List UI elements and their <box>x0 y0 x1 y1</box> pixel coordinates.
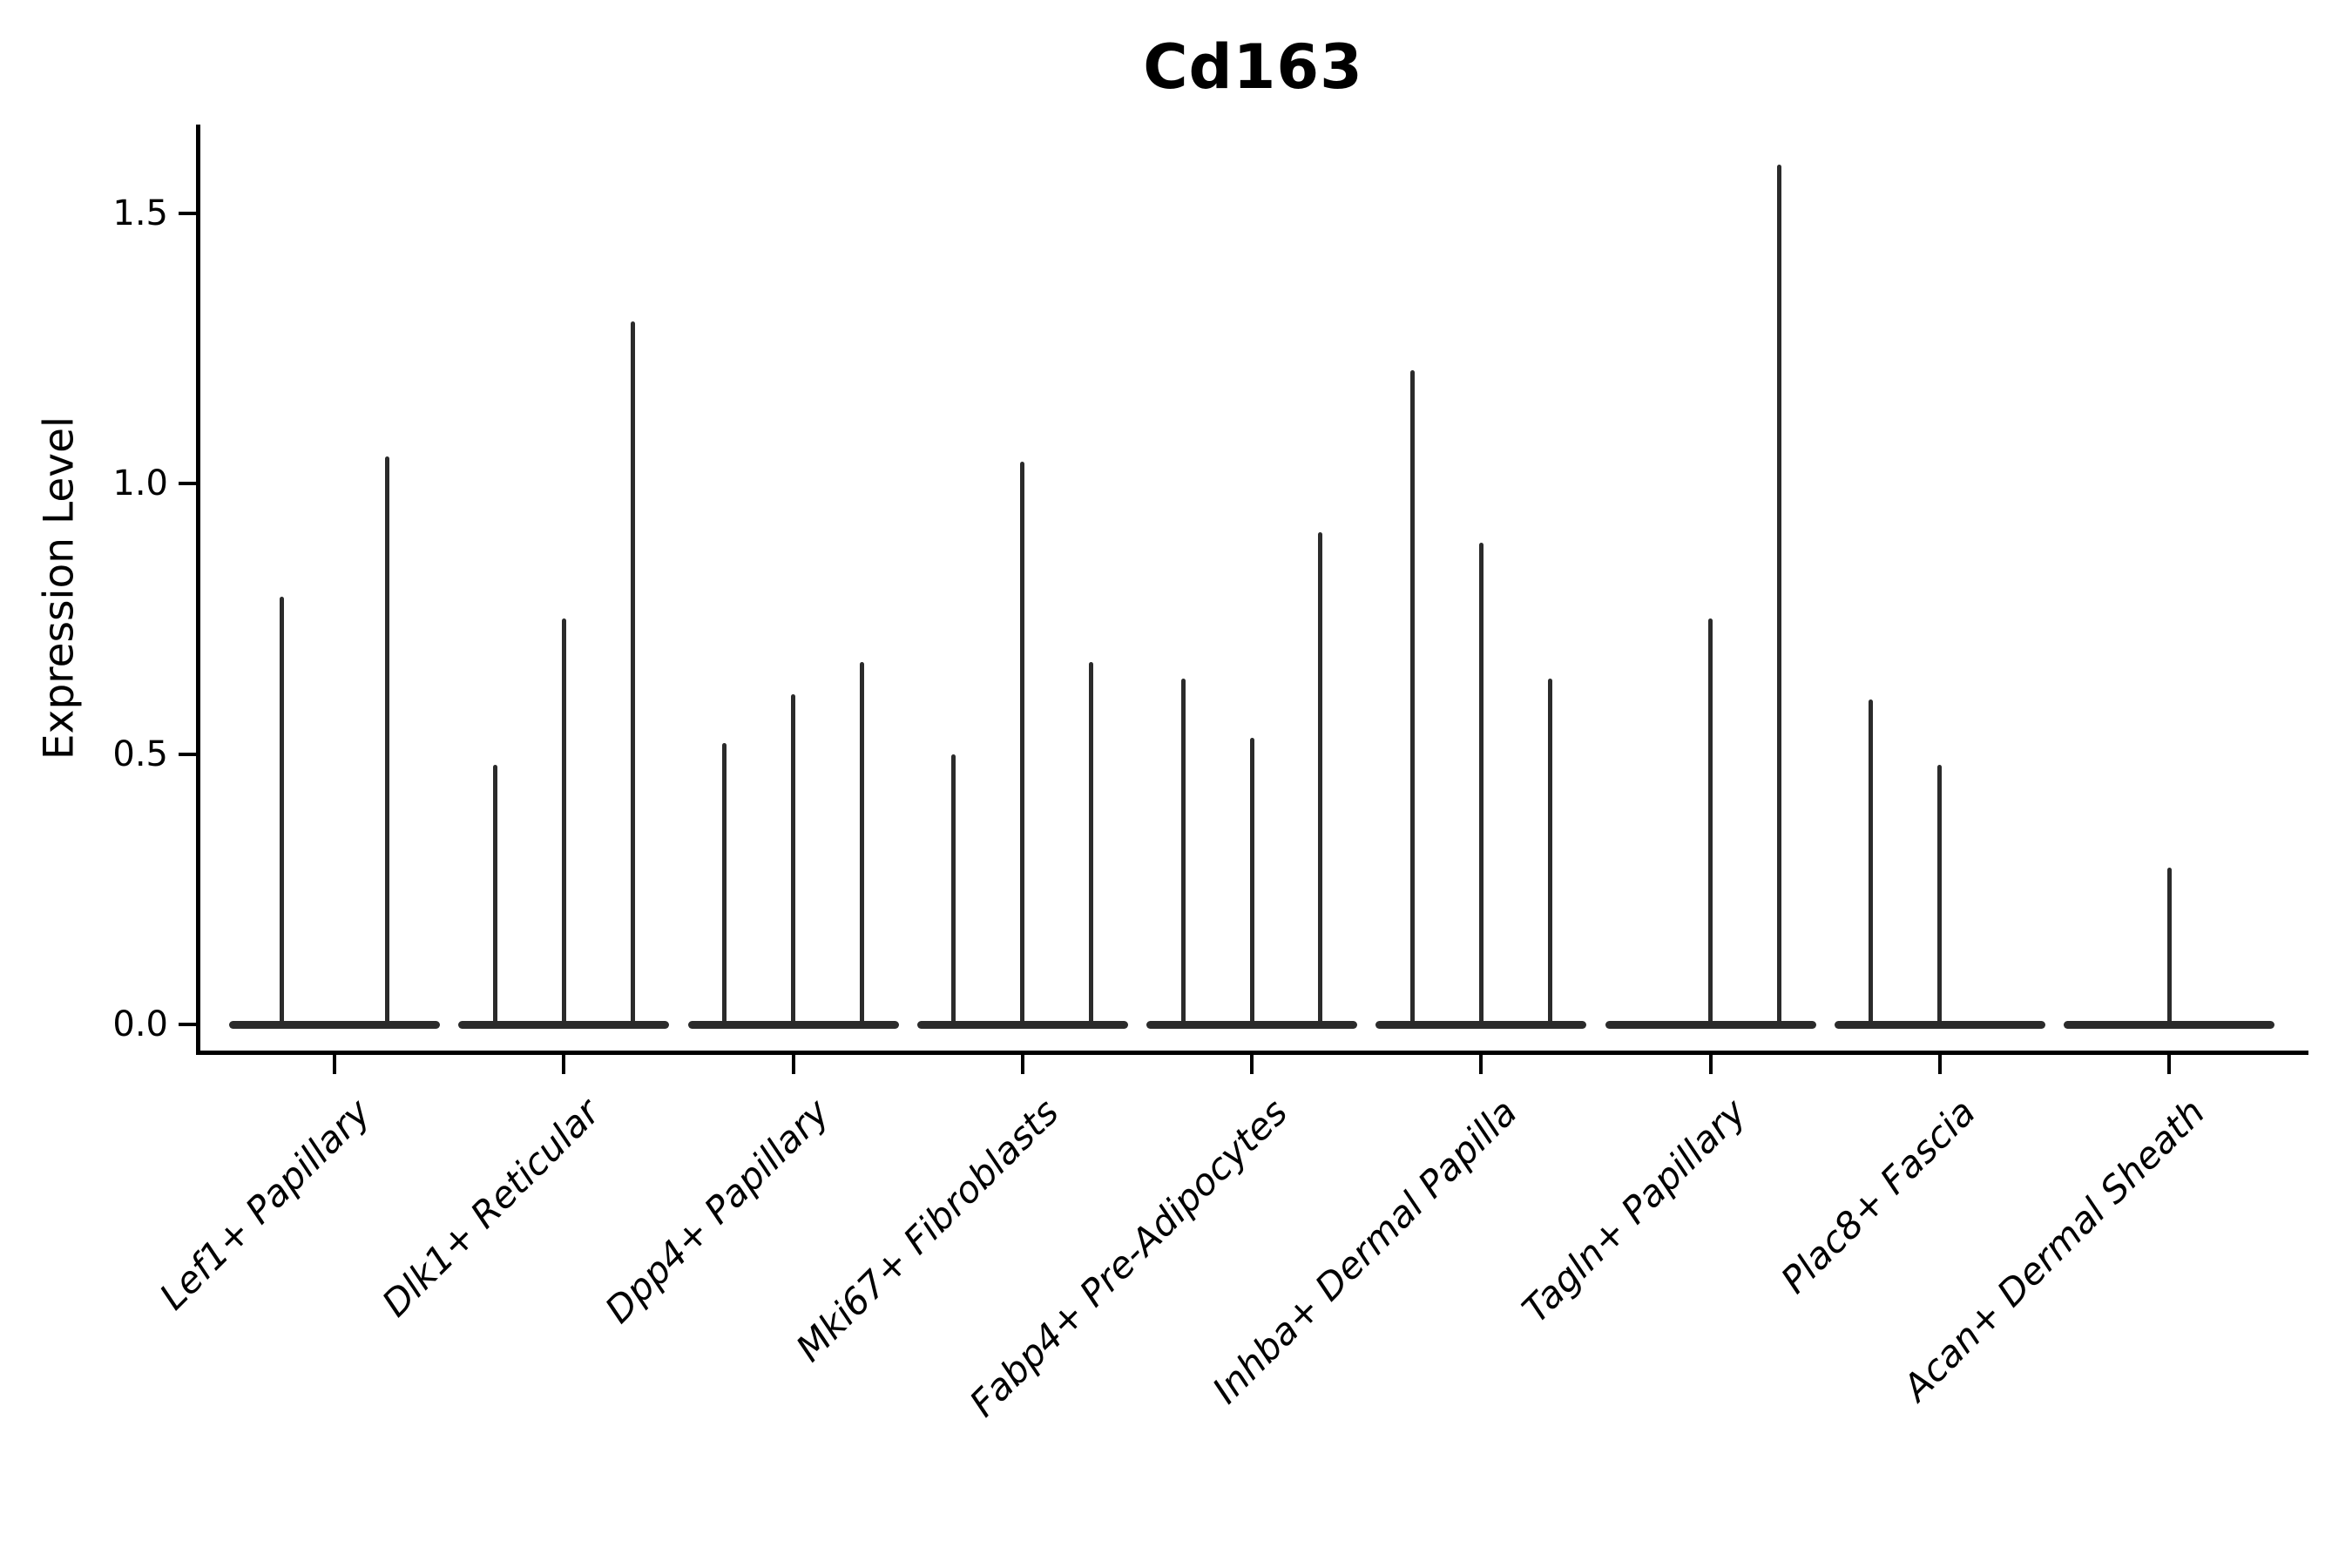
x-tick-mark <box>791 1055 795 1074</box>
x-tick-mark <box>1020 1055 1024 1074</box>
violin-spike <box>722 743 727 1027</box>
x-tick-mark <box>1250 1055 1254 1074</box>
x-tick-label: Dpp4+ Papillary <box>597 1091 838 1332</box>
y-tick-mark <box>179 211 198 215</box>
violin-spike <box>951 754 956 1027</box>
x-tick-label: Plac8+ Fascia <box>1773 1091 1984 1302</box>
y-tick-mark <box>179 1023 198 1026</box>
y-tick-mark <box>179 752 198 756</box>
violin-spike <box>1020 462 1025 1027</box>
y-tick-label: 0.5 <box>112 733 168 774</box>
chart-title: Cd163 <box>1143 31 1363 103</box>
violin-spike <box>791 694 795 1027</box>
violin-spike <box>1180 678 1186 1027</box>
violin-base <box>229 1020 440 1029</box>
violin-spike <box>1776 164 1781 1027</box>
x-tick-label: Tagln+ Papillary <box>1514 1091 1755 1331</box>
violin-spike <box>1547 678 1552 1027</box>
y-axis-spine <box>196 125 200 1055</box>
y-tick-label: 1.0 <box>112 463 168 504</box>
violin-spike <box>1318 531 1323 1027</box>
violin-spike <box>1089 661 1094 1027</box>
x-axis-spine <box>196 1051 2308 1055</box>
violin-spike <box>492 764 497 1027</box>
violin-spike <box>1249 737 1254 1027</box>
y-tick-mark <box>179 482 198 485</box>
violin-spike <box>1708 618 1713 1027</box>
violin-spike <box>1937 764 1943 1027</box>
violin-spike <box>385 456 390 1027</box>
x-tick-label: Lef1+ Papillary <box>151 1091 379 1318</box>
violin-spike <box>1409 369 1415 1027</box>
violin-spike <box>279 597 284 1027</box>
violin-spike <box>1478 543 1484 1027</box>
x-tick-mark <box>2167 1055 2171 1074</box>
violin-spike <box>630 321 635 1027</box>
y-tick-label: 0.0 <box>112 1004 168 1044</box>
x-tick-mark <box>1479 1055 1484 1074</box>
x-tick-mark <box>1708 1055 1713 1074</box>
violin-spike <box>2166 867 2172 1027</box>
x-tick-mark <box>1937 1055 1942 1074</box>
x-tick-mark <box>333 1055 336 1074</box>
violin-spike <box>1869 700 1874 1027</box>
violin-spike <box>859 661 864 1027</box>
y-tick-label: 1.5 <box>112 193 168 233</box>
x-tick-label: Mki67+ Fibroblasts <box>787 1091 1067 1370</box>
x-tick-mark <box>562 1055 566 1074</box>
violin-spike <box>561 618 566 1027</box>
x-tick-label: Dlk1+ Reticular <box>374 1091 608 1325</box>
